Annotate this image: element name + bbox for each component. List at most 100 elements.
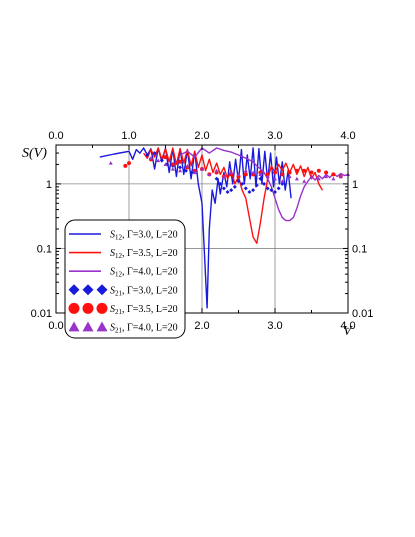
legend: S12, Γ=3.0, L=20 S12, Γ=3.5, L=20 S12, Γ=4… — [64, 219, 186, 339]
x-tick-label-bottom: 3.0 — [267, 320, 282, 332]
y-axis-title: S(V) — [22, 146, 47, 161]
legend-swatch-marker — [68, 321, 80, 332]
data-point — [324, 174, 329, 179]
x-tick-label-bottom: 2.0 — [194, 320, 209, 332]
data-point — [331, 176, 336, 181]
data-point — [316, 168, 321, 173]
data-point — [280, 172, 285, 177]
legend-swatch-marker — [82, 321, 94, 332]
legend-entry-5: S21, Γ=3.5, L=20 — [68, 302, 178, 316]
data-point — [192, 170, 197, 175]
legend-label: S12, Γ=3.0, L=20 — [110, 230, 178, 242]
x-tick-label-bottom: 0.0 — [48, 320, 63, 332]
data-point — [276, 186, 281, 191]
data-point — [218, 181, 223, 186]
data-point — [287, 170, 292, 175]
data-point — [183, 168, 188, 173]
data-point — [229, 188, 234, 193]
data-point — [243, 168, 248, 173]
data-point — [294, 168, 299, 173]
data-point — [309, 170, 314, 175]
data-point — [225, 189, 230, 194]
x-axis-title: V — [343, 324, 353, 339]
legend-swatch-marker — [96, 284, 108, 296]
legend-entry-4: S21, Γ=3.0, L=20 — [68, 284, 178, 297]
legend-swatch-marker — [82, 284, 94, 296]
data-point — [232, 184, 237, 189]
data-point — [207, 172, 212, 177]
data-point — [254, 183, 259, 188]
data-point — [265, 172, 270, 177]
data-point — [240, 181, 245, 186]
data-point — [170, 162, 175, 167]
data-point — [294, 176, 299, 181]
data-point — [236, 179, 241, 184]
data-point — [163, 162, 168, 167]
data-point — [221, 186, 226, 191]
x-tick-label-top: 3.0 — [267, 130, 282, 142]
data-point — [258, 172, 263, 177]
data-point — [221, 174, 226, 179]
data-point — [123, 163, 128, 168]
data-point — [108, 161, 113, 165]
data-point — [185, 163, 190, 168]
data-point — [156, 158, 161, 163]
legend-entry-6: S21, Γ=4.0, L=20 — [68, 321, 178, 335]
legend-label: S21, Γ=3.0, L=20 — [110, 285, 178, 297]
data-point — [258, 176, 263, 181]
data-point — [331, 172, 336, 177]
data-point — [302, 168, 307, 173]
x-tick-label-top: 2.0 — [194, 130, 209, 142]
data-point — [273, 176, 277, 181]
legend-entry-2: S12, Γ=3.5, L=20 — [69, 248, 178, 260]
data-point — [152, 151, 157, 156]
series-layer — [99, 147, 350, 309]
data-point — [189, 170, 194, 175]
legend-label: S12, Γ=4.0, L=20 — [110, 267, 178, 279]
data-point — [302, 179, 307, 183]
data-point — [262, 181, 267, 186]
legend-label: S12, Γ=3.5, L=20 — [110, 248, 178, 260]
data-point — [265, 186, 270, 191]
data-point — [229, 170, 234, 175]
series-6 — [108, 156, 350, 183]
data-point — [338, 174, 343, 179]
legend-swatch-marker — [68, 302, 80, 314]
data-point — [247, 189, 252, 194]
data-point — [273, 170, 277, 175]
data-point — [127, 161, 131, 166]
data-point — [178, 165, 183, 170]
series-1 — [99, 147, 292, 309]
legend-entry-1: S12, Γ=3.0, L=20 — [69, 230, 178, 242]
data-point — [273, 189, 277, 194]
data-point — [145, 153, 150, 158]
legend-box — [64, 219, 186, 339]
data-point — [178, 168, 183, 173]
data-point — [178, 159, 183, 164]
data-point — [316, 176, 321, 181]
x-tick-label-bottom: 4.0 — [340, 320, 355, 332]
data-point — [280, 181, 285, 186]
series-2 — [143, 147, 324, 244]
x-tick-label-top: 4.0 — [340, 130, 355, 142]
data-point — [170, 166, 175, 171]
data-point — [251, 188, 256, 193]
y-tick-label-right: 0.01 — [352, 308, 373, 320]
y-tick-label-right: 0.1 — [352, 243, 367, 255]
x-tick-label-top: 0.0 — [48, 130, 63, 142]
series-line — [99, 147, 292, 309]
y-tick-label-left: 0.1 — [37, 243, 52, 255]
legend-swatch-marker — [82, 302, 94, 314]
y-tick-label-left: 0.01 — [31, 308, 52, 320]
data-point — [243, 186, 248, 191]
data-point — [200, 166, 204, 171]
legend-label: S21, Γ=3.5, L=20 — [110, 304, 178, 316]
data-point — [163, 155, 168, 160]
y-tick-label-left: 1 — [46, 179, 52, 191]
data-point — [309, 174, 314, 179]
legend-entry-3: S12, Γ=4.0, L=20 — [69, 267, 178, 279]
y-tick-label-right: 1 — [352, 179, 358, 191]
x-tick-label-top: 1.0 — [121, 130, 136, 142]
data-point — [148, 156, 153, 160]
